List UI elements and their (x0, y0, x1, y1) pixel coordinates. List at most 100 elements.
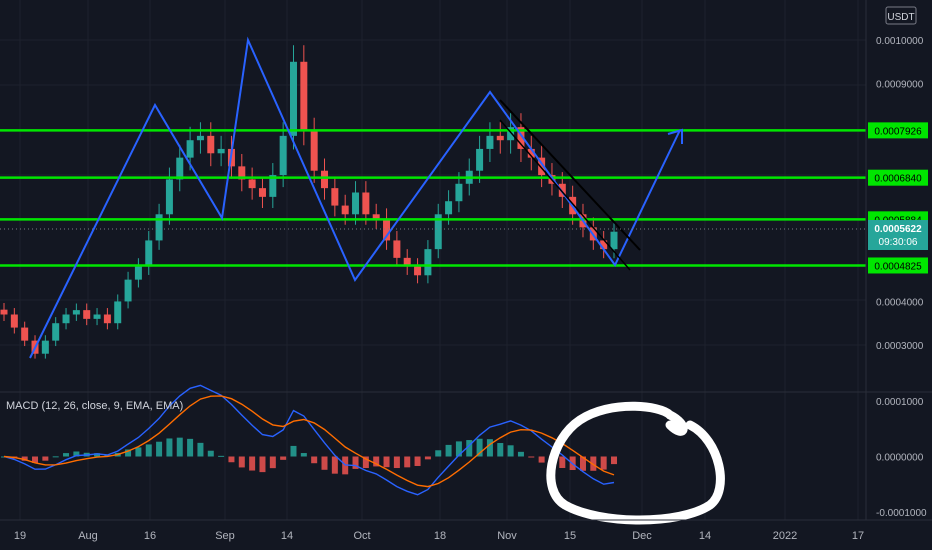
macd-histogram-bar (404, 456, 411, 468)
candle-body[interactable] (93, 314, 101, 319)
macd-histogram-bar (259, 456, 266, 473)
candle-body[interactable] (414, 266, 422, 276)
macd-indicator-label[interactable]: MACD (12, 26, close, 9, EMA, EMA) (6, 400, 183, 412)
hand-drawn-circle[interactable] (546, 401, 725, 525)
macd-histogram-bar (280, 456, 287, 460)
trend-line-black-1[interactable] (499, 99, 641, 251)
candle-body[interactable] (196, 135, 204, 141)
macd-histogram-bar (269, 456, 276, 469)
candle-body[interactable] (527, 148, 535, 158)
candle-body[interactable] (445, 201, 453, 215)
candle-body[interactable] (383, 218, 391, 241)
level-price-label: 0.0007926 (874, 126, 922, 137)
price-tick-label: 0.0004000 (876, 297, 924, 308)
candle-body[interactable] (83, 310, 91, 319)
macd-histogram-bar (517, 451, 524, 457)
candle-body[interactable] (434, 214, 442, 250)
macd-histogram-bar (187, 438, 194, 457)
macd-line[interactable] (3, 384, 615, 496)
candle-body[interactable] (507, 127, 515, 141)
candle-body[interactable] (103, 314, 111, 324)
candle-body[interactable] (321, 170, 329, 189)
candle-body[interactable] (300, 61, 308, 132)
candle-body[interactable] (310, 131, 318, 171)
time-axis[interactable]: 19 Aug 16 Sep 14 Oct 18 Nov 15 Dec 14 2022 17 (14, 530, 864, 542)
candle-body[interactable] (476, 148, 484, 171)
macd-histogram-bar (528, 456, 535, 458)
trend-line-black-2[interactable] (499, 119, 631, 271)
macd-histogram-bar (290, 445, 297, 457)
level-lines[interactable] (0, 129, 866, 267)
candle-body[interactable] (207, 135, 215, 154)
candle-body[interactable] (517, 127, 525, 149)
candle-body[interactable] (496, 135, 504, 141)
candle-body[interactable] (186, 140, 194, 158)
time-tick-label: 14 (281, 530, 293, 542)
price-tick-label: 0.0003000 (876, 341, 924, 352)
candle-body[interactable] (62, 314, 70, 324)
candle-body[interactable] (362, 192, 370, 215)
last-price-tag (868, 220, 928, 250)
candle-body[interactable] (558, 183, 566, 197)
currency-badge-box[interactable] (885, 6, 917, 25)
candle-body[interactable] (393, 240, 401, 258)
price-axis[interactable]: 0.00079260.00068400.00058840.00048250.00… (868, 36, 928, 519)
candle-body[interactable] (424, 249, 432, 276)
candle-body[interactable] (238, 166, 246, 180)
projection-arrowhead-icon (667, 128, 683, 144)
time-tick-label: Aug (78, 530, 98, 542)
macd-histogram-bar (249, 456, 256, 471)
candle-body[interactable] (217, 148, 225, 154)
candle-body[interactable] (52, 323, 60, 341)
candle-body[interactable] (41, 340, 49, 354)
candle-body[interactable] (279, 135, 287, 176)
macd-histogram-bar (73, 451, 80, 457)
candle-body[interactable] (331, 188, 339, 206)
candle-body[interactable] (176, 157, 184, 180)
drawn-zigzag-pattern[interactable] (29, 36, 681, 359)
candle-body[interactable] (486, 135, 494, 149)
candle-body[interactable] (341, 205, 349, 215)
candle-body[interactable] (165, 179, 173, 215)
macd-histogram-bar (486, 439, 493, 457)
signal-line[interactable] (3, 395, 615, 488)
candle-body[interactable] (352, 192, 360, 215)
candle-body[interactable] (258, 188, 266, 197)
candlestick-series[interactable] (0, 45, 618, 359)
time-tick-label: Nov (497, 530, 517, 542)
macd-histogram-bar (559, 456, 566, 468)
candle-body[interactable] (124, 279, 132, 302)
candle-body[interactable] (600, 240, 608, 250)
macd-histogram-bar (579, 456, 586, 471)
bar-countdown-label: 09:30:06 (879, 237, 918, 248)
macd-histogram-bar (455, 441, 462, 457)
level-price-tag (868, 169, 928, 186)
macd-histogram-bar (466, 440, 473, 457)
candle-body[interactable] (269, 175, 277, 197)
candle-body[interactable] (0, 309, 8, 315)
candle-body[interactable] (114, 301, 122, 324)
macd-histogram-bar (300, 453, 307, 457)
macd-histogram-bar (476, 438, 483, 457)
candle-body[interactable] (155, 214, 163, 241)
candle-body[interactable] (289, 61, 297, 136)
macd-histogram-bar (52, 456, 59, 458)
time-tick-label: 18 (434, 530, 446, 542)
candle-body[interactable] (145, 240, 153, 267)
candle-body[interactable] (372, 214, 380, 219)
time-tick-label: 14 (699, 530, 711, 542)
macd-histogram-bar (63, 453, 70, 457)
candle-body[interactable] (21, 327, 29, 341)
candle-body[interactable] (134, 266, 142, 280)
candle-body[interactable] (72, 310, 80, 315)
candle-body[interactable] (538, 157, 546, 176)
macd-pane[interactable] (1, 384, 617, 496)
level-price-tag (868, 122, 928, 139)
candle-body[interactable] (455, 183, 463, 202)
macd-histogram-bar (507, 445, 514, 457)
candle-body[interactable] (10, 314, 18, 328)
candle-body[interactable] (610, 231, 618, 250)
candle-body[interactable] (403, 257, 411, 267)
macd-histogram-bar (497, 443, 504, 457)
candle-body[interactable] (248, 179, 256, 189)
